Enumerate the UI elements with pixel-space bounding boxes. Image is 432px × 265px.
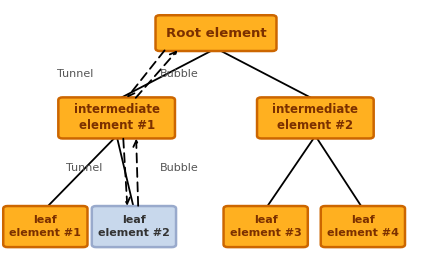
FancyBboxPatch shape [321, 206, 405, 247]
Text: intermediate
element #1: intermediate element #1 [73, 103, 160, 132]
Text: leaf
element #2: leaf element #2 [98, 215, 170, 238]
Text: Tunnel: Tunnel [57, 69, 94, 79]
FancyBboxPatch shape [224, 206, 308, 247]
Text: Bubble: Bubble [160, 69, 199, 79]
Text: leaf
element #3: leaf element #3 [230, 215, 302, 238]
Text: Bubble: Bubble [160, 163, 199, 173]
Text: intermediate
element #2: intermediate element #2 [272, 103, 359, 132]
Text: leaf
element #4: leaf element #4 [327, 215, 399, 238]
Text: Root element: Root element [166, 26, 266, 40]
FancyBboxPatch shape [156, 15, 276, 51]
FancyBboxPatch shape [3, 206, 87, 247]
Text: leaf
element #1: leaf element #1 [10, 215, 81, 238]
FancyBboxPatch shape [58, 97, 175, 138]
FancyBboxPatch shape [92, 206, 176, 247]
Text: Tunnel: Tunnel [66, 163, 102, 173]
FancyBboxPatch shape [257, 97, 374, 138]
